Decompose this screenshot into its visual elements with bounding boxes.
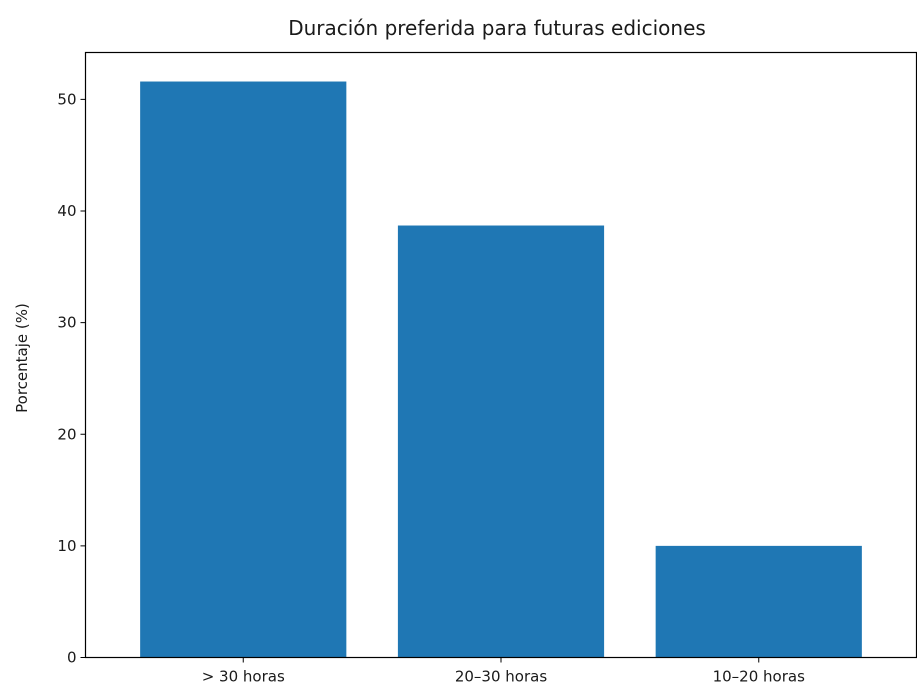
x-tick-label: 20–30 horas <box>455 668 547 686</box>
y-tick-label: 30 <box>57 314 76 332</box>
y-tick-label: 40 <box>57 202 76 220</box>
chart-title: Duración preferida para futuras edicione… <box>288 16 706 40</box>
y-axis-label: Porcentaje (%) <box>13 303 31 413</box>
x-ticks-group: > 30 horas 20–30 horas 10–20 horas <box>202 657 805 686</box>
x-tick-label: 10–20 horas <box>713 668 805 686</box>
x-tick-label: > 30 horas <box>202 668 285 686</box>
bars-group <box>140 81 862 658</box>
y-tick-label: 0 <box>67 649 77 667</box>
bar-10-20-horas <box>655 545 862 658</box>
y-tick-label: 50 <box>57 90 76 108</box>
y-tick-label: 10 <box>57 537 76 555</box>
y-ticks-group: 0 10 20 30 40 50 <box>57 90 86 667</box>
y-tick-label: 20 <box>57 425 76 443</box>
bar-20-30-horas <box>397 225 605 658</box>
bar-30-horas <box>140 81 347 658</box>
